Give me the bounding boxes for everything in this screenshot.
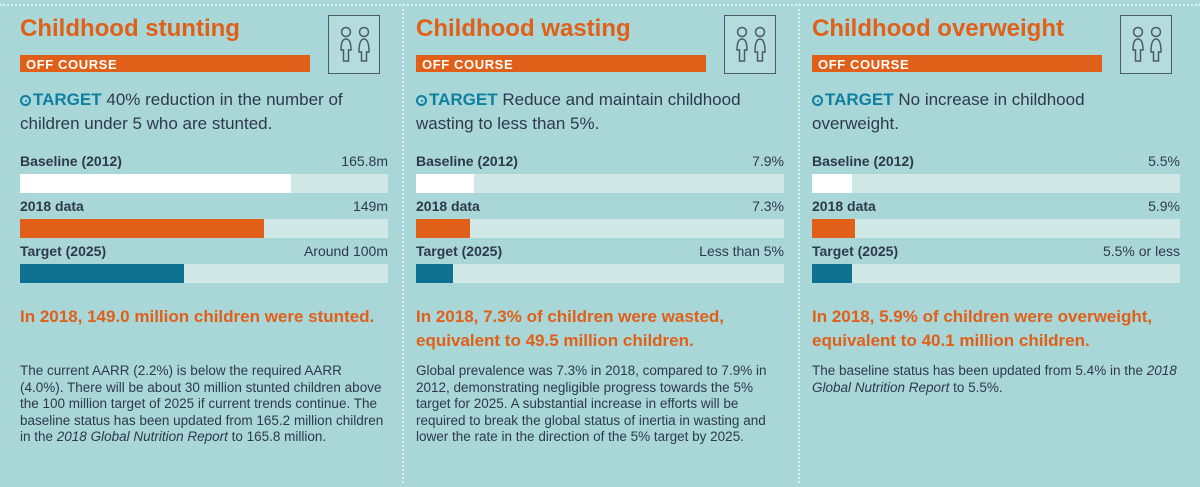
- bar-value-label: 5.5%: [1148, 153, 1180, 169]
- two-children-icon: [328, 15, 380, 74]
- panel-divider: [798, 4, 800, 483]
- panel-title: Childhood stunting: [20, 15, 240, 42]
- two-children-icon: [1120, 15, 1172, 74]
- bar: [812, 264, 852, 283]
- bar-value-label: 7.9%: [752, 153, 784, 169]
- bar: [812, 174, 852, 193]
- target-label: TARGET: [825, 90, 894, 109]
- panel-title: Childhood overweight: [812, 15, 1064, 42]
- body-text-part: The baseline status has been updated fro…: [812, 363, 1147, 378]
- target-statement: TARGET No increase in childhood overweig…: [812, 88, 1172, 136]
- key-finding: In 2018, 7.3% of children were wasted, e…: [416, 307, 725, 350]
- two-children-icon: [724, 15, 776, 74]
- body-text-part: to 165.8 million.: [227, 429, 327, 444]
- bar-label: Target (2025): [20, 243, 107, 259]
- bar: [20, 174, 291, 193]
- bar: [20, 264, 184, 283]
- report-title: 2018 Global Nutrition Report: [812, 363, 1177, 395]
- bar: [812, 219, 855, 238]
- target-label: TARGET: [33, 90, 102, 109]
- bar-track: [812, 174, 1180, 193]
- bar-track: [416, 174, 784, 193]
- bar-track: [20, 174, 388, 193]
- bar-label: Target (2025): [812, 243, 899, 259]
- status-badge: OFF COURSE: [812, 55, 1102, 72]
- target-label: TARGET: [429, 90, 498, 109]
- bar: [416, 174, 474, 193]
- body-text: The current AARR (2.2%) is below the req…: [20, 363, 388, 446]
- target-icon: [20, 95, 31, 106]
- bar-label: 2018 data: [416, 198, 480, 214]
- bar-value-label: Less than 5%: [699, 243, 784, 259]
- target-text: 40% reduction in the number of children …: [20, 90, 343, 133]
- bar-value-label: 5.9%: [1148, 198, 1180, 214]
- body-text-part: Global prevalence was 7.3% in 2018, comp…: [416, 363, 767, 444]
- bar-track: [812, 219, 1180, 238]
- target-icon: [812, 95, 823, 106]
- bar-track: [20, 219, 388, 238]
- panel-divider: [402, 4, 404, 483]
- bar-label: Baseline (2012): [416, 153, 518, 169]
- target-statement: TARGET 40% reduction in the number of ch…: [20, 88, 380, 136]
- key-finding: In 2018, 5.9% of children were overweigh…: [812, 307, 1153, 350]
- body-text: Global prevalence was 7.3% in 2018, comp…: [416, 363, 784, 446]
- bar: [20, 219, 264, 238]
- bar: [416, 264, 453, 283]
- bar-track: [812, 264, 1180, 283]
- body-text-part: The current AARR (2.2%) is below the req…: [20, 363, 384, 444]
- bar-label: Target (2025): [416, 243, 503, 259]
- report-title: 2018 Global Nutrition Report: [56, 429, 228, 444]
- bar-label: 2018 data: [812, 198, 876, 214]
- status-badge: OFF COURSE: [20, 55, 310, 72]
- target-text: Reduce and maintain childhood wasting to…: [416, 90, 741, 133]
- bar-value-label: Around 100m: [303, 243, 388, 259]
- key-finding: In 2018, 149.0 million children were stu…: [20, 307, 375, 326]
- target-statement: TARGET Reduce and maintain childhood was…: [416, 88, 776, 136]
- indicator-panel: Childhood wasting OFF COURSE TARGET Reduc…: [410, 0, 790, 487]
- bar-value-label: 149m: [352, 198, 388, 214]
- bar: [416, 219, 470, 238]
- bar-label: Baseline (2012): [812, 153, 914, 169]
- bar-value-label: 165.8m: [341, 153, 388, 169]
- body-text: The baseline status has been updated fro…: [812, 363, 1180, 396]
- bar-track: [416, 219, 784, 238]
- bar-value-label: 7.3%: [752, 198, 784, 214]
- indicator-panel: Childhood stunting OFF COURSE TARGET 40% …: [14, 0, 394, 487]
- body-text-part: to 5.5%.: [949, 379, 1003, 395]
- top-dotted-border: [0, 4, 1200, 6]
- target-icon: [416, 95, 427, 106]
- status-badge: OFF COURSE: [416, 55, 706, 72]
- bar-label: Baseline (2012): [20, 153, 122, 169]
- bar-track: [20, 264, 388, 283]
- bar-label: 2018 data: [20, 198, 84, 214]
- panel-title: Childhood wasting: [416, 15, 631, 42]
- target-text: No increase in childhood overweight.: [812, 90, 1085, 133]
- bar-track: [416, 264, 784, 283]
- indicator-panel: Childhood overweight OFF COURSE TARGET No…: [806, 0, 1186, 487]
- bar-value-label: 5.5% or less: [1102, 243, 1180, 259]
